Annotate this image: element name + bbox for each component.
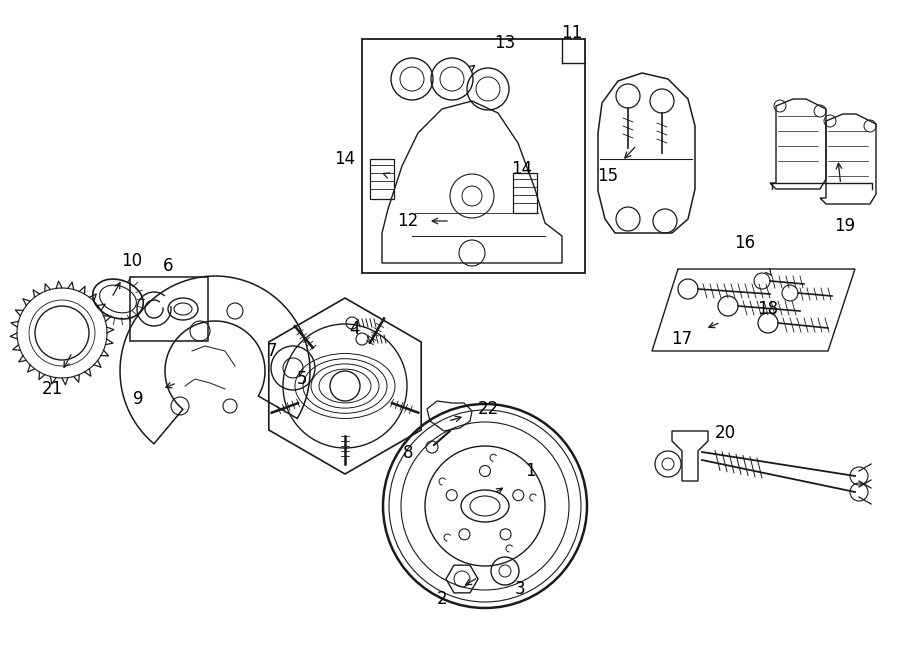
Text: 7: 7: [266, 342, 277, 360]
Text: 18: 18: [758, 300, 778, 318]
Text: 3: 3: [515, 580, 526, 598]
Text: 5: 5: [297, 370, 307, 388]
Text: 21: 21: [41, 380, 63, 398]
Text: 6: 6: [163, 257, 173, 275]
Text: 11: 11: [562, 24, 582, 42]
Text: 14: 14: [511, 160, 533, 178]
Text: 16: 16: [734, 234, 756, 252]
Text: 17: 17: [671, 330, 693, 348]
Text: 15: 15: [598, 167, 618, 185]
Text: 9: 9: [133, 390, 143, 408]
Bar: [130, 277, 208, 341]
Text: 2: 2: [436, 590, 447, 608]
Text: 8: 8: [403, 444, 413, 462]
Text: 1: 1: [525, 462, 535, 480]
Bar: [362, 39, 585, 273]
Text: 13: 13: [494, 34, 516, 52]
Text: 20: 20: [715, 424, 735, 442]
Text: 22: 22: [477, 400, 499, 418]
Text: 14: 14: [335, 150, 356, 168]
Text: 19: 19: [834, 217, 856, 235]
Text: 10: 10: [122, 252, 142, 270]
Text: 4: 4: [350, 320, 360, 338]
Text: 12: 12: [398, 212, 418, 230]
Bar: [370, 159, 394, 199]
Bar: [513, 173, 537, 213]
